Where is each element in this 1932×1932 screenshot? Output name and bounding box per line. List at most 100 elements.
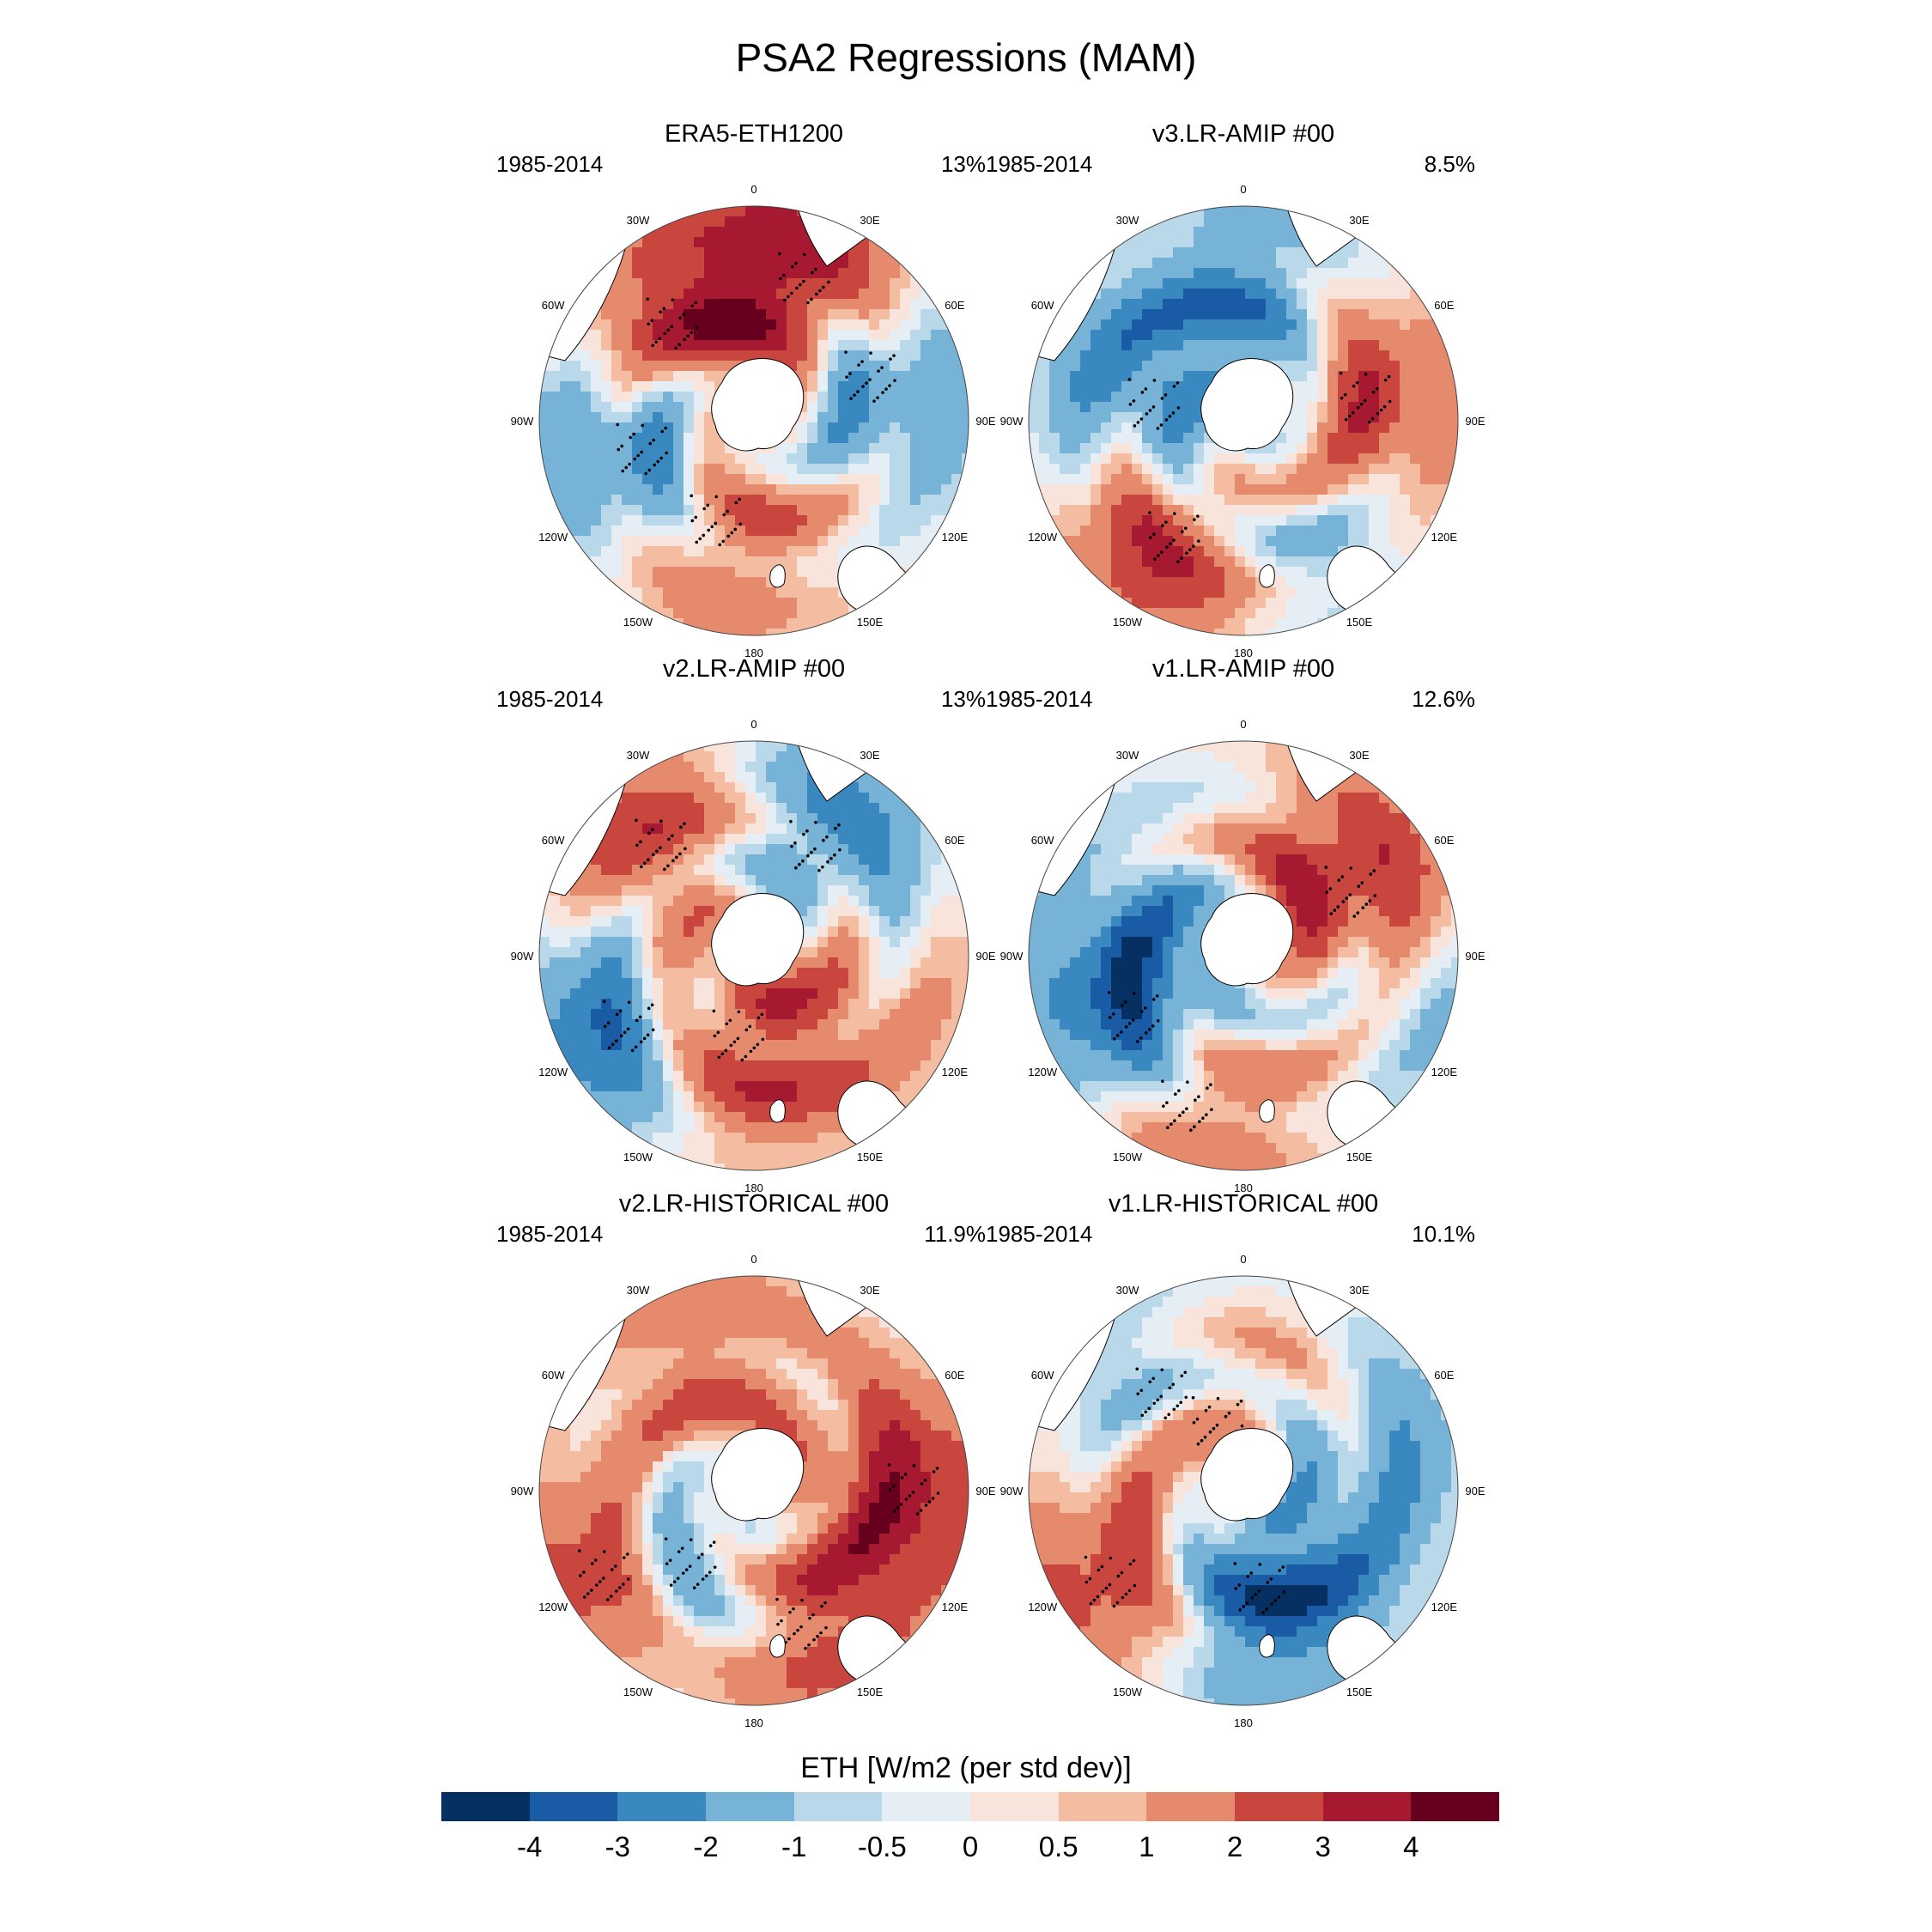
field-cell bbox=[1173, 237, 1184, 248]
significance-dot bbox=[717, 1055, 721, 1060]
field-cell bbox=[560, 978, 571, 989]
field-cell bbox=[714, 1071, 726, 1082]
field-cell bbox=[807, 319, 818, 331]
field-cell bbox=[642, 1112, 653, 1123]
field-cell bbox=[1183, 505, 1194, 516]
field-cell bbox=[879, 392, 890, 403]
field-cell bbox=[663, 495, 674, 506]
field-cell bbox=[1204, 464, 1215, 475]
field-cell bbox=[745, 567, 756, 578]
field-cell bbox=[1173, 258, 1184, 269]
field-cell bbox=[1204, 505, 1215, 516]
field-cell bbox=[920, 927, 932, 938]
field-cell bbox=[745, 782, 756, 793]
field-cell bbox=[766, 495, 777, 506]
field-cell bbox=[828, 1019, 839, 1030]
field-cell bbox=[735, 247, 746, 258]
field-cell bbox=[1358, 361, 1370, 372]
field-cell bbox=[714, 608, 726, 619]
field-cell bbox=[807, 906, 818, 917]
field-cell bbox=[1286, 350, 1297, 361]
field-cell bbox=[539, 896, 550, 907]
field-cell bbox=[714, 1009, 726, 1020]
field-cell bbox=[663, 474, 674, 485]
field-cell bbox=[663, 968, 674, 979]
field-cell bbox=[962, 412, 969, 423]
field-cell bbox=[653, 330, 664, 341]
field-cell bbox=[1307, 474, 1318, 485]
field-cell bbox=[622, 567, 633, 578]
field-cell bbox=[817, 309, 829, 320]
field-cell bbox=[663, 844, 674, 855]
field-cell bbox=[766, 1122, 777, 1133]
field-cell bbox=[828, 813, 839, 824]
field-cell bbox=[735, 268, 746, 279]
field-cell bbox=[756, 741, 767, 752]
field-cell bbox=[1338, 412, 1349, 423]
field-cell bbox=[673, 567, 684, 578]
field-cell bbox=[642, 813, 653, 824]
field-cell bbox=[776, 464, 787, 475]
field-cell bbox=[1400, 361, 1411, 372]
field-cell bbox=[776, 885, 787, 896]
field-cell bbox=[1369, 536, 1380, 547]
field-cell bbox=[1348, 258, 1359, 269]
field-cell bbox=[694, 598, 705, 609]
field-cell bbox=[1286, 433, 1297, 444]
field-cell bbox=[1101, 319, 1112, 331]
field-cell bbox=[611, 567, 623, 578]
field-cell bbox=[673, 278, 684, 289]
field-cell bbox=[1060, 422, 1071, 434]
field-cell bbox=[828, 1112, 839, 1123]
field-cell bbox=[673, 772, 684, 783]
field-cell bbox=[1286, 474, 1297, 485]
field-cell bbox=[683, 803, 695, 814]
field-cell bbox=[653, 999, 664, 1010]
field-cell bbox=[1255, 536, 1267, 547]
field-cell bbox=[580, 505, 592, 516]
field-cell bbox=[1420, 443, 1431, 454]
field-cell bbox=[1101, 526, 1112, 537]
field-cell bbox=[910, 1019, 921, 1030]
field-cell bbox=[1410, 392, 1421, 403]
field-cell bbox=[611, 340, 623, 351]
field-cell bbox=[725, 1030, 736, 1041]
field-cell bbox=[622, 526, 633, 537]
field-cell bbox=[601, 371, 612, 382]
field-cell bbox=[622, 495, 633, 506]
field-cell bbox=[683, 577, 695, 588]
field-cell bbox=[601, 844, 612, 855]
field-cell bbox=[1152, 402, 1163, 413]
field-cell bbox=[1224, 618, 1236, 629]
field-cell bbox=[1163, 587, 1174, 598]
field-cell bbox=[756, 1102, 767, 1113]
field-cell bbox=[931, 865, 942, 876]
field-cell bbox=[735, 762, 746, 773]
field-cell bbox=[890, 1060, 901, 1072]
field-cell bbox=[663, 813, 674, 824]
field-cell bbox=[622, 268, 633, 279]
field-cell bbox=[890, 422, 901, 434]
field-cell bbox=[1183, 278, 1194, 289]
field-cell bbox=[704, 834, 715, 845]
field-cell bbox=[1204, 453, 1215, 465]
field-cell bbox=[601, 381, 612, 392]
significance-dot bbox=[710, 525, 714, 529]
field-cell bbox=[1235, 751, 1246, 762]
field-cell bbox=[1224, 629, 1236, 635]
field-cell bbox=[838, 340, 849, 351]
field-cell bbox=[611, 1091, 623, 1103]
field-cell bbox=[663, 340, 674, 351]
field-cell bbox=[601, 999, 612, 1010]
field-cell bbox=[1132, 772, 1143, 783]
field-cell bbox=[1183, 803, 1194, 814]
field-cell bbox=[1276, 206, 1287, 217]
field-cell bbox=[653, 433, 664, 444]
field-cell bbox=[653, 587, 664, 598]
field-cell bbox=[1420, 340, 1431, 351]
field-cell bbox=[1142, 319, 1153, 331]
field-cell bbox=[694, 299, 705, 310]
field-cell bbox=[1266, 258, 1277, 269]
field-cell bbox=[900, 392, 911, 403]
field-cell bbox=[1132, 813, 1143, 824]
